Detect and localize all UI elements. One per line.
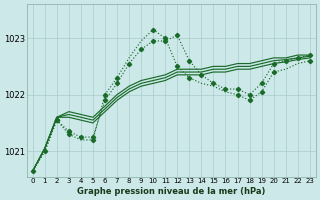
X-axis label: Graphe pression niveau de la mer (hPa): Graphe pression niveau de la mer (hPa)	[77, 187, 266, 196]
